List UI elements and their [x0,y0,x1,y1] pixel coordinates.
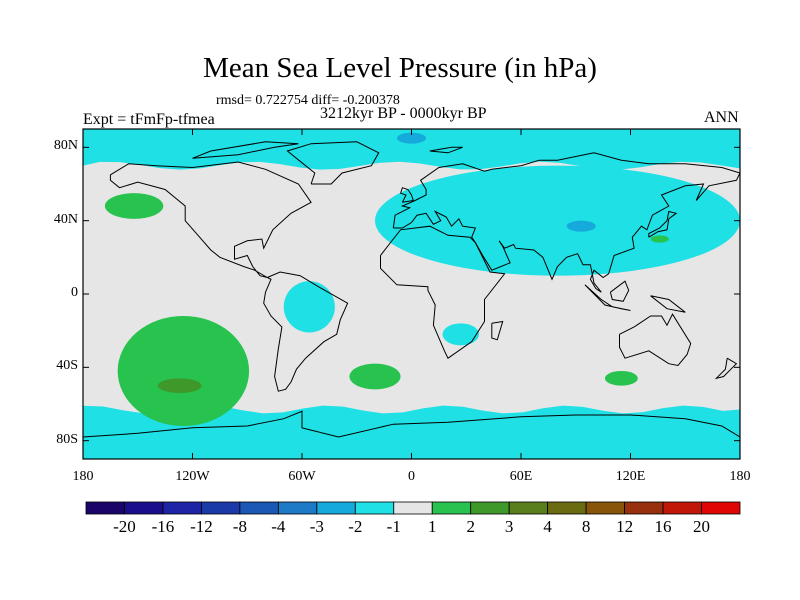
colorbar-swatch [239,501,279,515]
colorbar-swatch [585,501,625,515]
region-northwest-pacific [650,235,669,243]
colorbar-label: -1 [386,517,401,536]
coast-new-guinea [650,295,686,313]
region-south-atlantic [349,363,401,390]
colorbar-swatch [547,501,587,515]
x-tick-label: 120E [615,469,646,484]
colorbar-swatch [662,501,702,515]
colorbar-swatch [162,501,202,515]
colorbar-label: 20 [693,517,711,536]
coast-japan [648,210,678,238]
region-south-pacific-core [157,378,202,393]
colorbar-label: -20 [113,517,136,536]
colorbar-label: 2 [466,517,475,536]
colorbar-label: 8 [581,517,591,536]
region-eurasia [375,165,740,276]
colorbar-label: 4 [543,517,552,536]
period-label: 3212kyr BP - 0000kyr BP [320,105,487,122]
region-southern-africa [442,323,480,346]
colorbar-label: -2 [348,517,363,536]
y-tick-label: 80N [53,138,78,154]
region-south-pacific [117,316,250,426]
coast-madagascar [491,320,504,341]
season-label: ANN [704,109,739,126]
coast-antarctica [83,410,740,438]
colorbar-swatch [701,501,741,515]
colorbar-swatch [85,501,125,515]
experiment-label: Expt = tFmFp-tfmea [83,111,215,128]
y-tick-label: 40N [53,211,78,227]
y-tick-label: 0 [71,285,78,300]
x-tick-label: 60E [509,469,533,484]
colorbar-swatch [508,501,549,515]
coast-borneo [609,280,630,302]
coast-africa [380,225,506,359]
colorbar-label: -4 [271,517,286,536]
colorbar-swatch [201,501,241,515]
coast-south-america [263,271,349,392]
colorbar-swatch [316,501,356,515]
region-southern-ocean-antarctica [83,405,740,459]
y-tick-label: 80S [56,431,78,447]
colorbar-label: -8 [232,517,247,536]
colorbar-label: 3 [504,517,514,536]
coast-indonesia [584,284,631,311]
coast-svalbard-archipelago [429,146,463,154]
x-tick-label: 120W [175,469,210,484]
colorbar-swatch [431,501,472,515]
colorbar-swatch [470,501,510,515]
colorbar-swatch [393,501,433,515]
colorbar-label: -12 [190,517,213,536]
x-tick-label: 180 [729,469,751,484]
coast-eurasia [392,152,740,293]
colorbar-label: -16 [151,517,175,536]
colorbar-label: 16 [654,517,672,536]
chart-title: Mean Sea Level Pressure (in hPa) [203,52,597,84]
y-tick-label: 40S [56,358,78,374]
colorbar-label: -3 [309,517,324,536]
colorbar-label: 12 [616,517,634,536]
colorbar-swatch [624,501,664,515]
coast-australia [619,313,692,367]
region-arctic-and-northern-high-latitudes [83,129,740,170]
x-tick-label: 60W [288,469,316,484]
coast-north-america [109,161,312,278]
coast-greenland [286,141,380,185]
coast-new-zealand [714,357,738,380]
region-central-asia [566,220,596,232]
coast-canadian-islands [192,141,299,159]
colorbar-swatch [277,501,318,515]
colorbar-swatch [354,501,395,515]
region-arctic-spot [396,132,427,144]
region-north-pacific [104,193,164,219]
colorbar-swatch [124,501,164,515]
region-central-south-america [283,281,335,333]
stats-label: rmsd= 0.722754 diff= -0.200378 [216,93,400,108]
coast-great-britain [399,187,414,203]
region-south-indian-ocean [604,371,638,386]
colorbar-label: 1 [427,517,437,536]
x-tick-label: 0 [408,469,415,484]
x-tick-label: 180 [72,469,94,484]
